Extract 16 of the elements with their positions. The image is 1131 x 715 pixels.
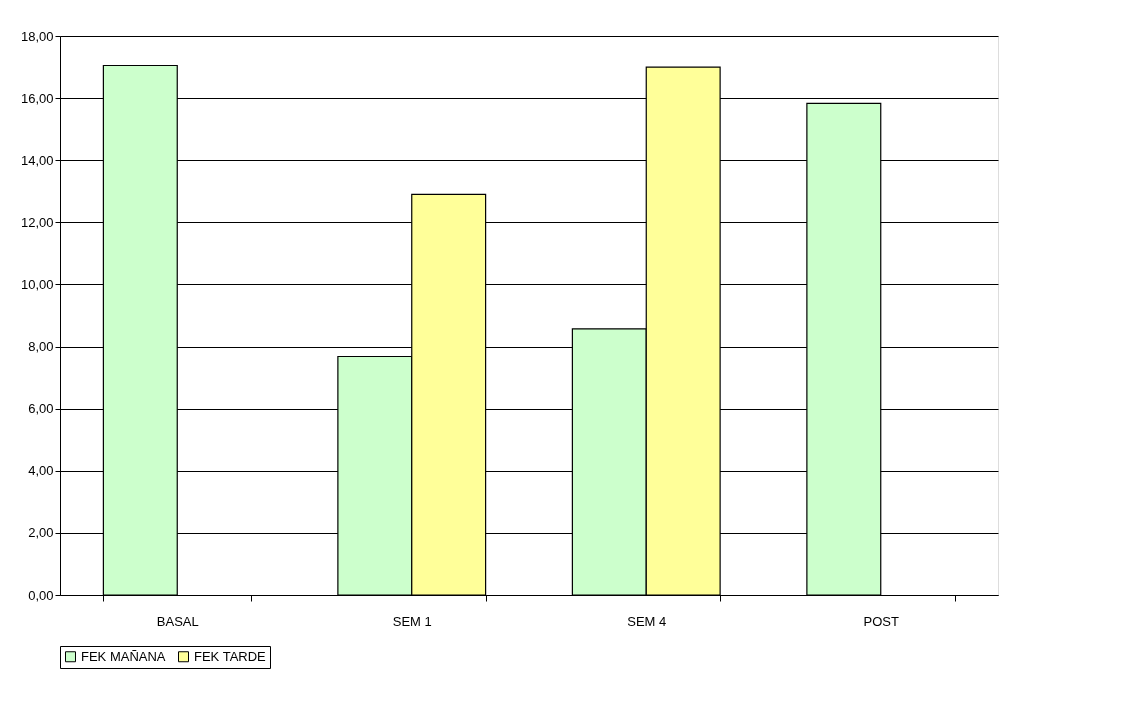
legend-label: FEK MAÑANA bbox=[81, 648, 166, 664]
legend-label: FEK TARDE bbox=[194, 648, 267, 664]
x-tick-label: POST bbox=[863, 613, 899, 629]
y-tick-label: 12,00 bbox=[20, 214, 54, 230]
y-tick-label: 10,00 bbox=[20, 276, 54, 292]
y-tick-label: 14,00 bbox=[20, 152, 54, 168]
y-tick-label: 16,00 bbox=[20, 90, 54, 106]
y-tick-label: 8,00 bbox=[28, 339, 54, 355]
y-tick-label: 6,00 bbox=[28, 401, 54, 417]
x-tick-label: BASAL bbox=[156, 613, 199, 629]
y-tick-label: 2,00 bbox=[28, 525, 54, 541]
y-tick-label: 4,00 bbox=[28, 463, 54, 479]
x-tick-label: SEM 1 bbox=[392, 613, 432, 629]
y-tick-label: 18,00 bbox=[20, 28, 54, 44]
y-tick-label: 0,00 bbox=[28, 587, 54, 603]
x-tick-label: SEM 4 bbox=[627, 613, 667, 629]
